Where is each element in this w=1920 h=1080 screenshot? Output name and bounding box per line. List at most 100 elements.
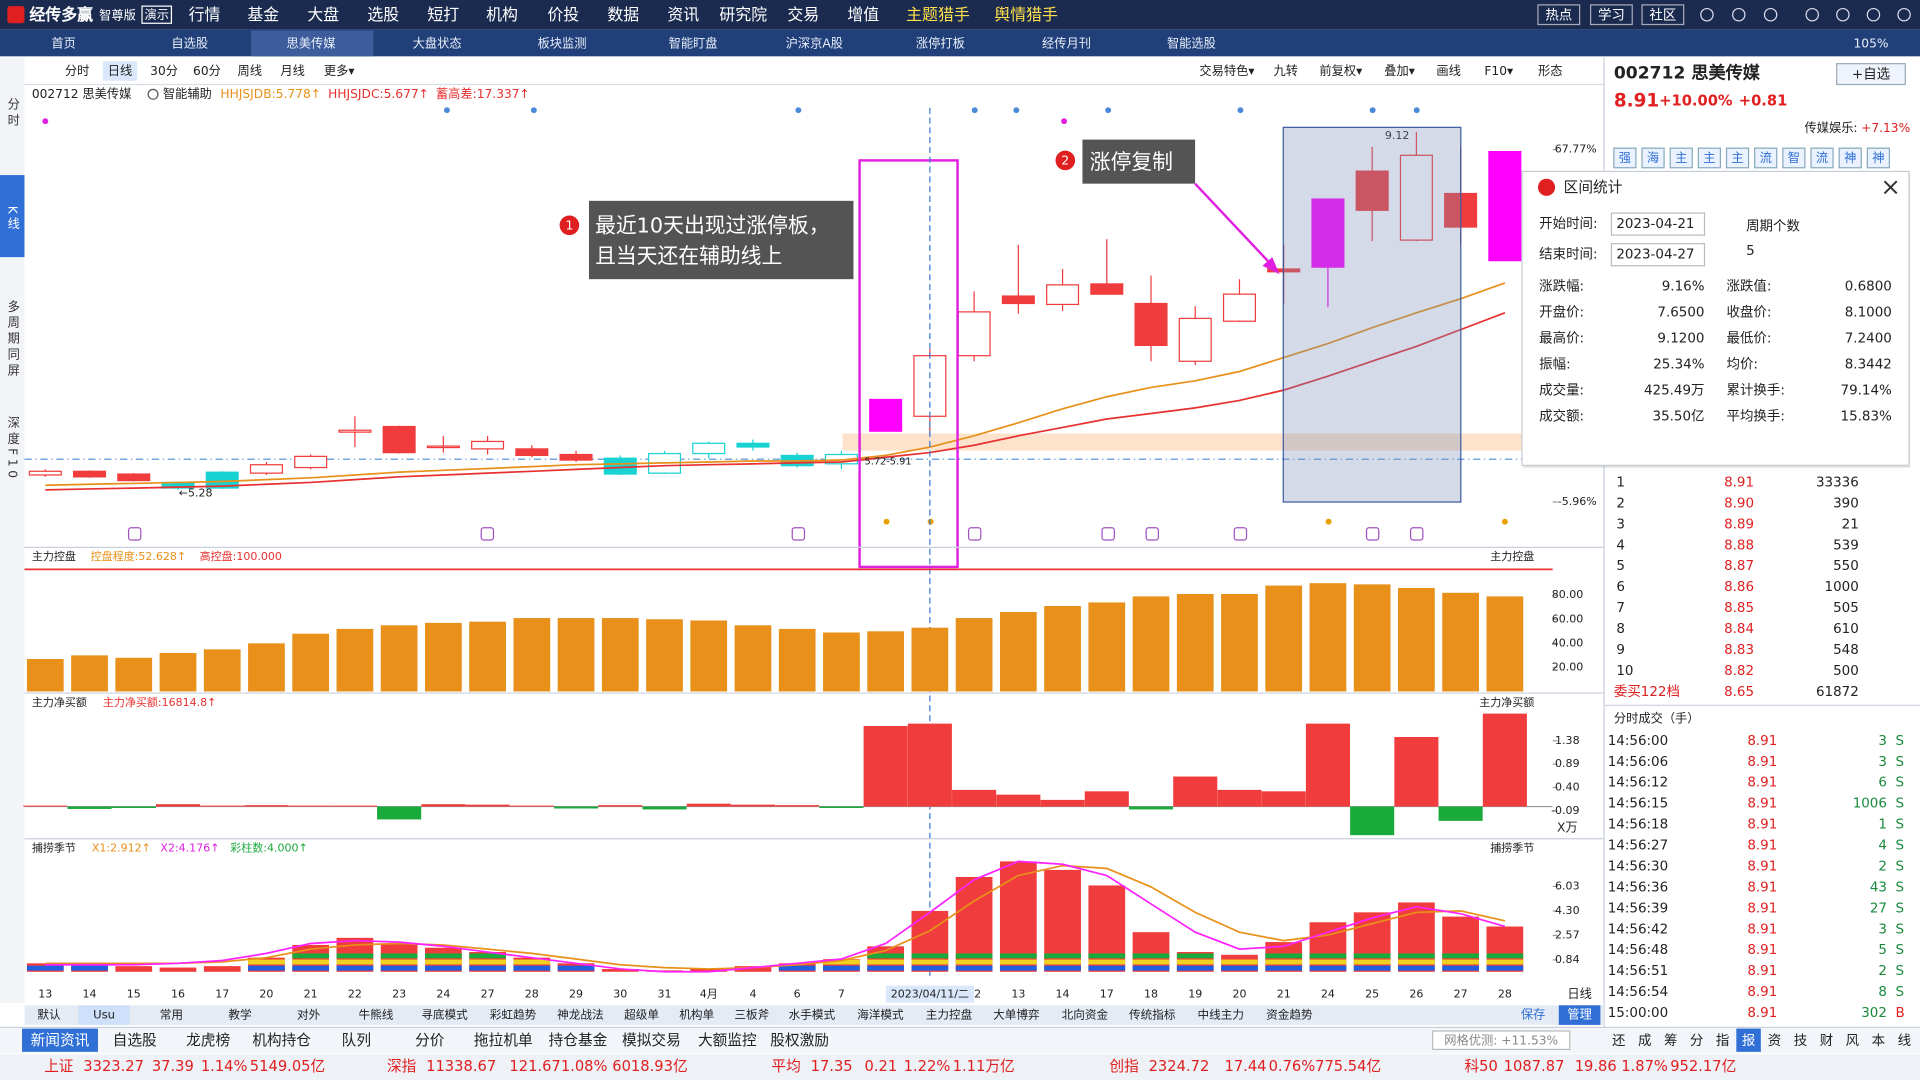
- top-button[interactable]: 热点: [1545, 7, 1572, 23]
- indicator-tab[interactable]: 资金趋势: [1266, 1008, 1313, 1022]
- bottom-tab[interactable]: 大额监控: [698, 1032, 757, 1049]
- indicator-tab[interactable]: 神龙战法: [557, 1008, 604, 1022]
- bottom-tab[interactable]: 分价: [415, 1032, 445, 1049]
- side-button[interactable]: 本: [1872, 1033, 1885, 1049]
- indicator-tab[interactable]: 水手模式: [789, 1008, 836, 1022]
- period-button[interactable]: 30分: [150, 64, 178, 78]
- tool-button[interactable]: 形态: [1538, 64, 1562, 78]
- tool-button[interactable]: 九转: [1273, 63, 1297, 78]
- tool-button[interactable]: 叠加▾: [1384, 64, 1415, 78]
- period-button[interactable]: 更多▾: [324, 64, 355, 78]
- tool-button[interactable]: 交易特色▾: [1199, 63, 1255, 78]
- side-button[interactable]: 资: [1768, 1033, 1781, 1049]
- indicator-tab[interactable]: 超级单: [624, 1008, 659, 1022]
- tab[interactable]: 智能选股: [1167, 36, 1216, 51]
- menu-item[interactable]: 舆情猎手: [994, 5, 1058, 24]
- period-button[interactable]: 60分: [193, 64, 221, 78]
- window-icon[interactable]: [1763, 7, 1778, 22]
- side-button[interactable]: 财: [1820, 1033, 1833, 1049]
- menu-item[interactable]: 大盘: [307, 5, 339, 24]
- toggle[interactable]: [147, 88, 159, 100]
- window-icon[interactable]: [1866, 7, 1881, 22]
- side-button[interactable]: 分: [1690, 1033, 1703, 1049]
- window-icon[interactable]: [1732, 7, 1746, 22]
- menu-item[interactable]: 增值: [847, 5, 879, 24]
- quick-button[interactable]: 智: [1788, 150, 1800, 165]
- window-icon[interactable]: [1700, 7, 1714, 22]
- quick-button[interactable]: 主: [1703, 151, 1715, 165]
- menu-item[interactable]: 研究院: [719, 5, 767, 24]
- indicator-tab[interactable]: 牛熊线: [358, 1008, 393, 1022]
- bottom-tab[interactable]: 龙虎榜: [186, 1032, 230, 1049]
- bottom-tab[interactable]: 股权激励: [770, 1032, 829, 1049]
- date-field[interactable]: 2023-04-27: [1616, 248, 1694, 263]
- indicator-tab[interactable]: 默认: [37, 1008, 61, 1022]
- quick-button[interactable]: 神: [1844, 151, 1856, 165]
- menu-item[interactable]: 价投: [547, 5, 579, 24]
- window-icon[interactable]: [1836, 7, 1850, 22]
- sidebar-item[interactable]: K线: [6, 206, 20, 234]
- menu-item[interactable]: 短打: [427, 5, 459, 24]
- tab[interactable]: 经传月刊: [1042, 36, 1091, 51]
- sidebar-item[interactable]: 深度F10: [6, 416, 20, 482]
- tab[interactable]: 板块监测: [538, 37, 587, 51]
- indicator-tab[interactable]: 中线主力: [1198, 1008, 1245, 1022]
- tool-button[interactable]: F10▾: [1484, 64, 1514, 78]
- tab[interactable]: 沪深京A股: [786, 37, 843, 51]
- add-watchlist[interactable]: +自选: [1852, 67, 1890, 83]
- bottom-tab[interactable]: 队列: [342, 1032, 371, 1049]
- side-button[interactable]: 成: [1638, 1033, 1651, 1049]
- period-button[interactable]: 分时: [65, 64, 89, 78]
- indicator-tab[interactable]: 传统指标: [1129, 1008, 1176, 1022]
- menu-item[interactable]: 机构: [486, 5, 518, 24]
- bottom-tab[interactable]: 持仓基金: [549, 1032, 608, 1049]
- indicator-tab[interactable]: 常用: [160, 1008, 183, 1022]
- indicator-tab[interactable]: 彩虹趋势: [490, 1008, 537, 1022]
- tab[interactable]: 智能盯盘: [669, 36, 718, 51]
- period-button[interactable]: 月线: [280, 64, 304, 78]
- indicator-tab[interactable]: 对外: [297, 1008, 321, 1022]
- side-button[interactable]: 技: [1794, 1033, 1807, 1049]
- side-button[interactable]: 报: [1742, 1033, 1755, 1049]
- indicator-tab[interactable]: 大单博弈: [993, 1008, 1040, 1022]
- quick-button[interactable]: 主: [1675, 151, 1687, 165]
- side-button[interactable]: 筹: [1664, 1032, 1677, 1049]
- quick-button[interactable]: 海: [1647, 150, 1659, 165]
- tool-button[interactable]: 前复权▾: [1319, 63, 1363, 78]
- sidebar-item[interactable]: 多周期同屏: [6, 300, 20, 380]
- sidebar-item[interactable]: 分时: [6, 98, 20, 130]
- manage-button[interactable]: 管理: [1567, 1007, 1591, 1022]
- menu-item[interactable]: 交易: [787, 5, 819, 24]
- menu-item[interactable]: 数据: [607, 5, 639, 24]
- quick-button[interactable]: 流: [1760, 151, 1772, 165]
- bottom-tab[interactable]: 拖拉机单: [474, 1032, 533, 1049]
- indicator-tab[interactable]: 三板斧: [734, 1008, 769, 1022]
- quick-button[interactable]: 流: [1816, 151, 1828, 165]
- top-button[interactable]: 社区: [1649, 7, 1676, 23]
- indicator-tab[interactable]: 机构单: [679, 1008, 714, 1022]
- top-button[interactable]: 学习: [1598, 7, 1625, 23]
- window-icon[interactable]: [1805, 7, 1819, 22]
- indicator-tab[interactable]: 寻底模式: [421, 1008, 468, 1022]
- menu-item[interactable]: 行情: [189, 5, 221, 24]
- bottom-tab[interactable]: 模拟交易: [622, 1031, 681, 1049]
- indicator-tab[interactable]: 主力控盘: [926, 1008, 973, 1022]
- tab[interactable]: 思美传媒: [287, 36, 336, 51]
- menu-item[interactable]: 基金: [247, 5, 279, 24]
- save-button[interactable]: 保存: [1521, 1008, 1545, 1022]
- date-field[interactable]: 2023-04-21: [1616, 217, 1694, 232]
- window-icon[interactable]: [1897, 7, 1911, 22]
- menu-item[interactable]: 主题猎手: [906, 5, 970, 24]
- bottom-tab[interactable]: 新闻资讯: [31, 1032, 90, 1049]
- side-button[interactable]: 还: [1612, 1033, 1626, 1049]
- indicator-tab[interactable]: 北向资金: [1062, 1008, 1109, 1022]
- menu-item[interactable]: 资讯: [667, 5, 699, 24]
- side-button[interactable]: 线: [1898, 1033, 1911, 1049]
- side-button[interactable]: 指: [1716, 1033, 1729, 1049]
- indicator-tab[interactable]: 海洋模式: [857, 1008, 904, 1022]
- quick-button[interactable]: 主: [1731, 151, 1743, 165]
- bottom-tab[interactable]: 机构持仓: [252, 1032, 311, 1049]
- quick-button[interactable]: 神: [1872, 151, 1884, 165]
- menu-item[interactable]: 选股: [367, 5, 399, 24]
- bottom-tab[interactable]: 自选股: [113, 1032, 157, 1049]
